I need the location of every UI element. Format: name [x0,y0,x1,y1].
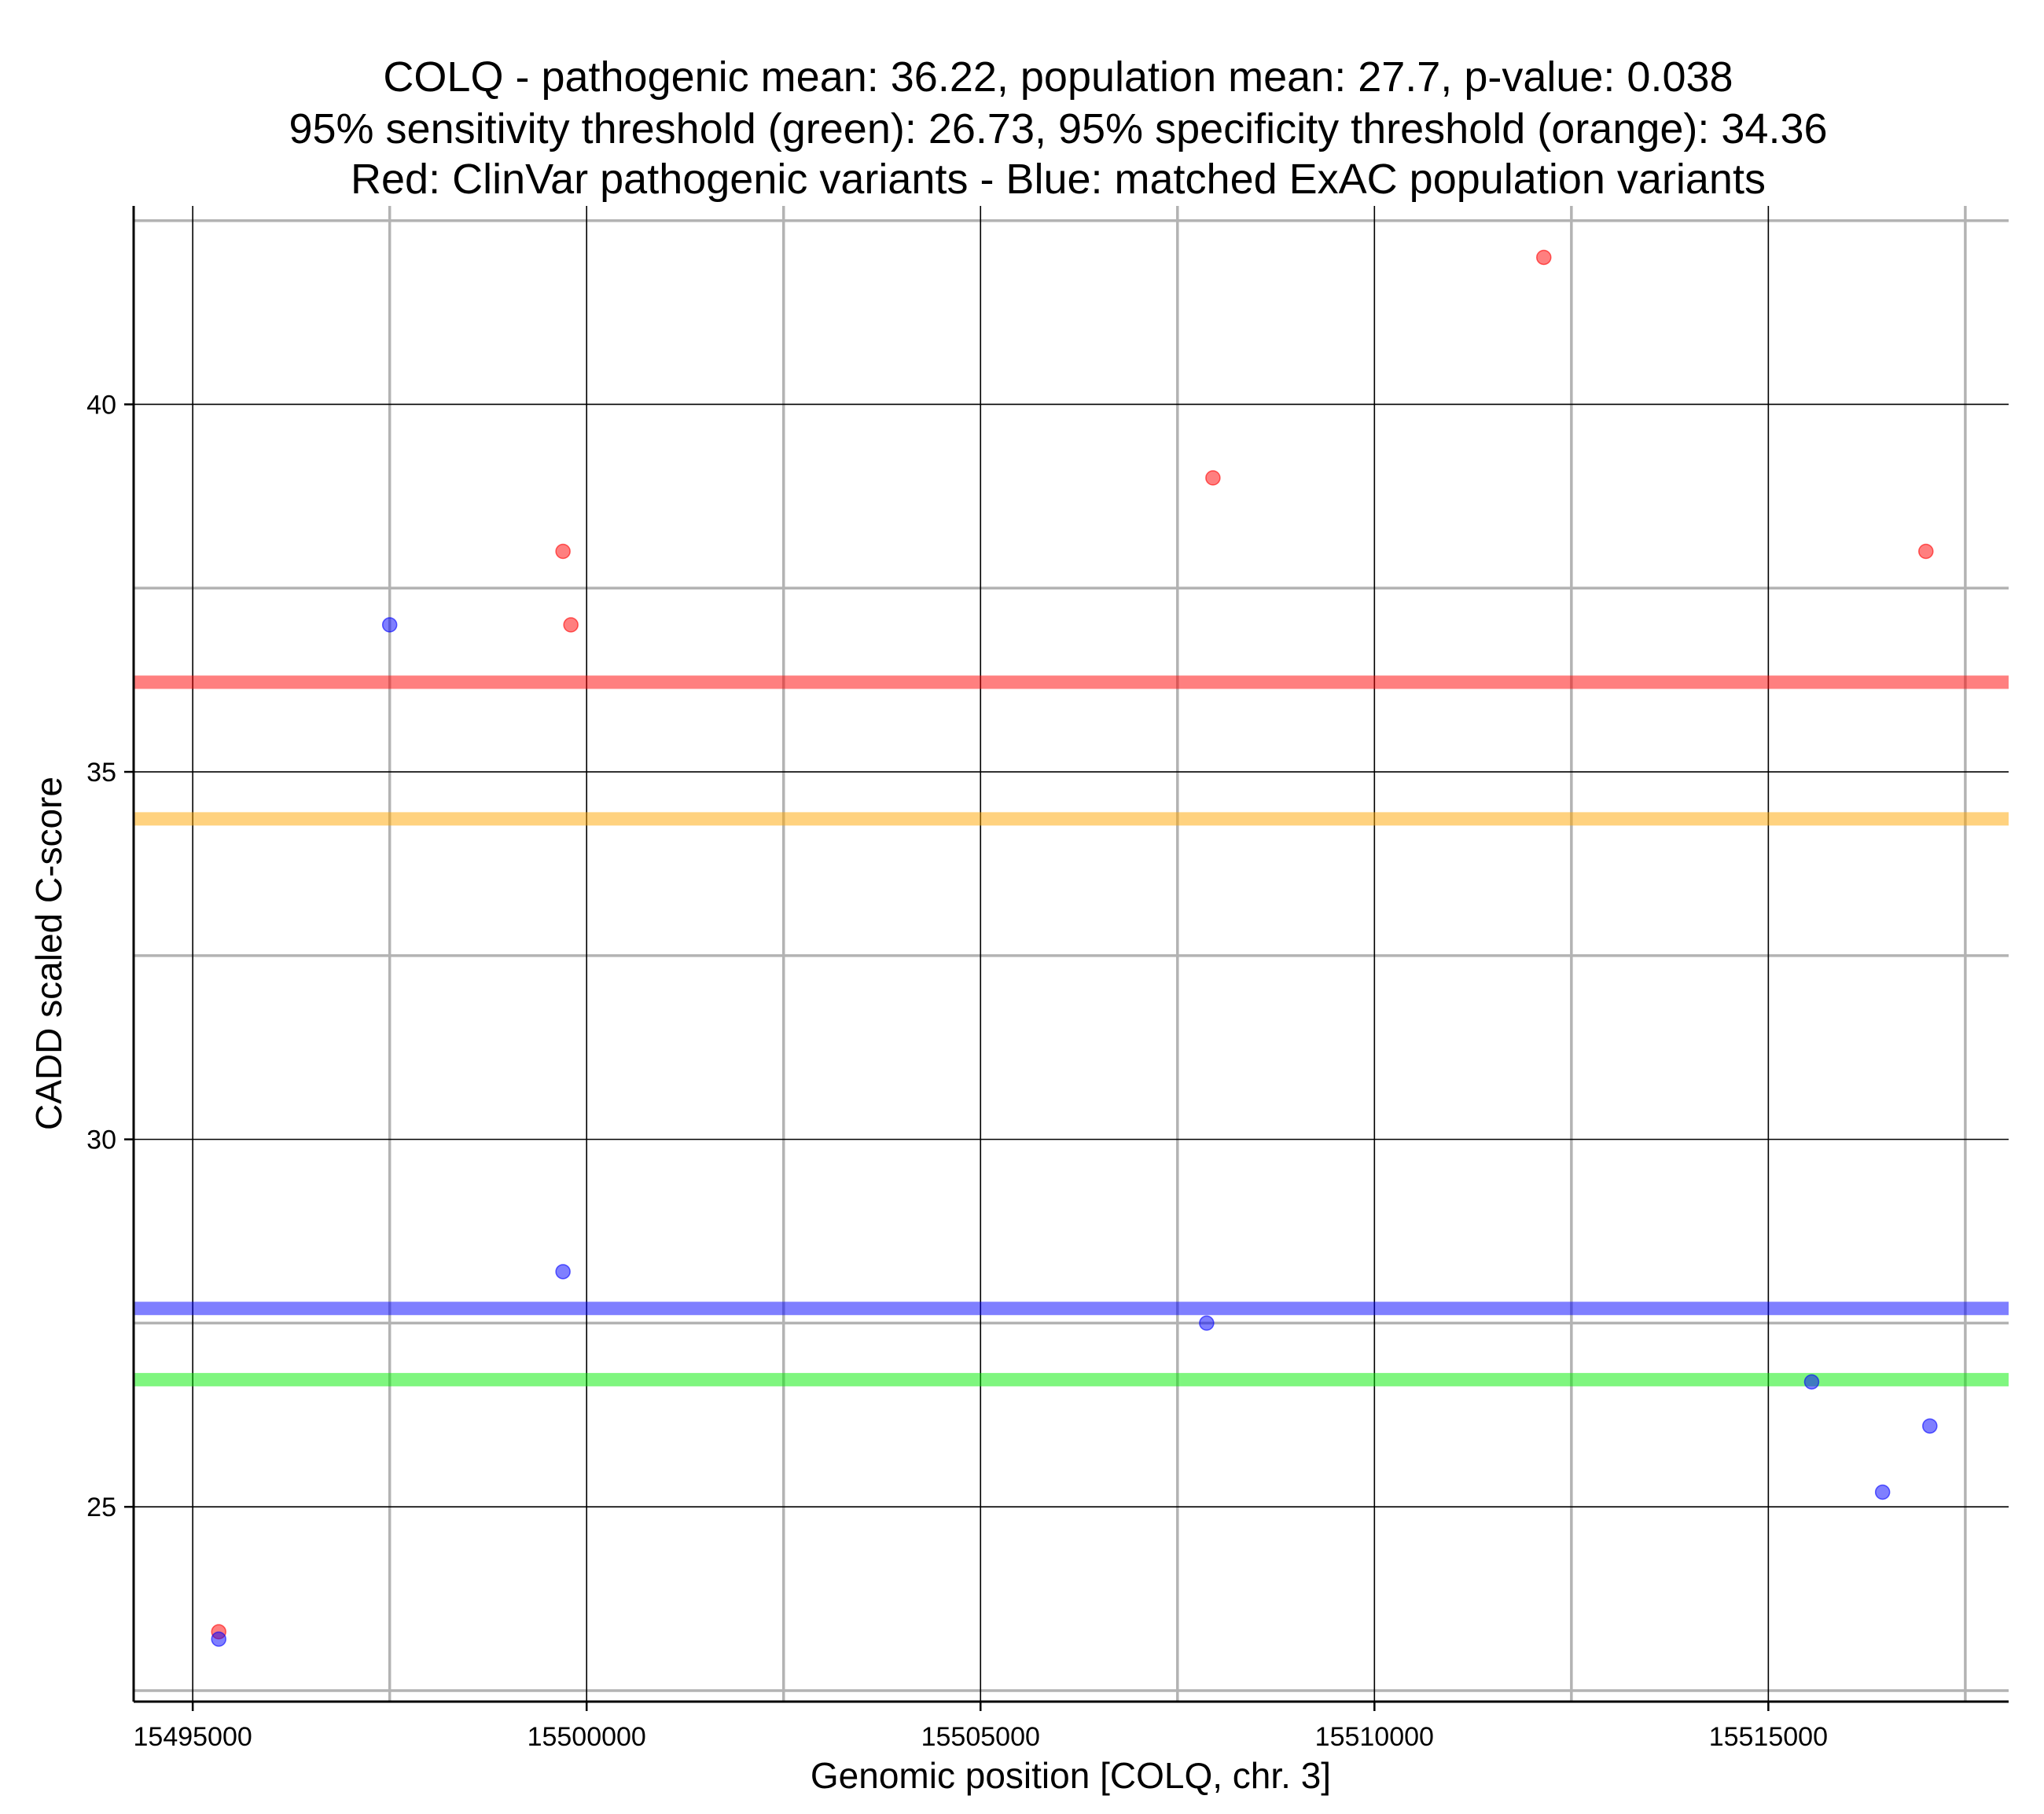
data-point-series-1-6 [1918,543,1934,560]
x-tick-label: 15495000 [134,1722,252,1752]
y-tick-label: 35 [86,758,116,788]
chart-title-line-1: COLQ - pathogenic mean: 36.22, populatio… [383,53,1733,101]
x-tick-label: 15515000 [1709,1722,1828,1752]
data-point-series-2-7 [1922,1418,1938,1434]
data-point-series-1-4 [1205,470,1221,486]
data-point-series-2-4 [1199,1315,1215,1331]
data-point-series-2-3 [555,1264,571,1280]
grid-layer [134,206,2009,1702]
data-point-series-2-5 [1803,1374,1820,1390]
x-axis-title: Genomic position [COLQ, chr. 3] [811,1755,1331,1796]
y-tick-label: 25 [86,1493,116,1522]
y-tick-label: 40 [86,390,116,420]
data-point-series-2-1 [211,1631,226,1647]
data-point-series-2-6 [1874,1484,1891,1500]
data-point-series-1-3 [563,617,579,633]
chart-title-line-2: 95% sensitivity threshold (green): 26.73… [289,105,1827,152]
data-point-series-1-2 [555,543,571,560]
data-points [211,249,1938,1647]
x-tick-label: 15500000 [528,1722,646,1752]
axes [132,206,2009,1703]
y-tick-label: 30 [86,1125,116,1155]
data-point-series-2-2 [381,617,398,633]
reference-lines [134,675,2009,1386]
y-axis-ticks: 25 30 35 40 [86,390,134,1522]
x-tick-label: 15510000 [1315,1722,1434,1752]
data-point-series-1-5 [1536,249,1552,266]
x-tick-label: 15505000 [921,1722,1040,1752]
y-axis-title: CADD scaled C-score [28,777,69,1130]
x-axis-ticks: 15495000 15500000 15505000 15510000 15515000 [134,1702,1828,1752]
chart-title-line-3: Red: ClinVar pathogenic variants - Blue:… [351,156,1766,203]
